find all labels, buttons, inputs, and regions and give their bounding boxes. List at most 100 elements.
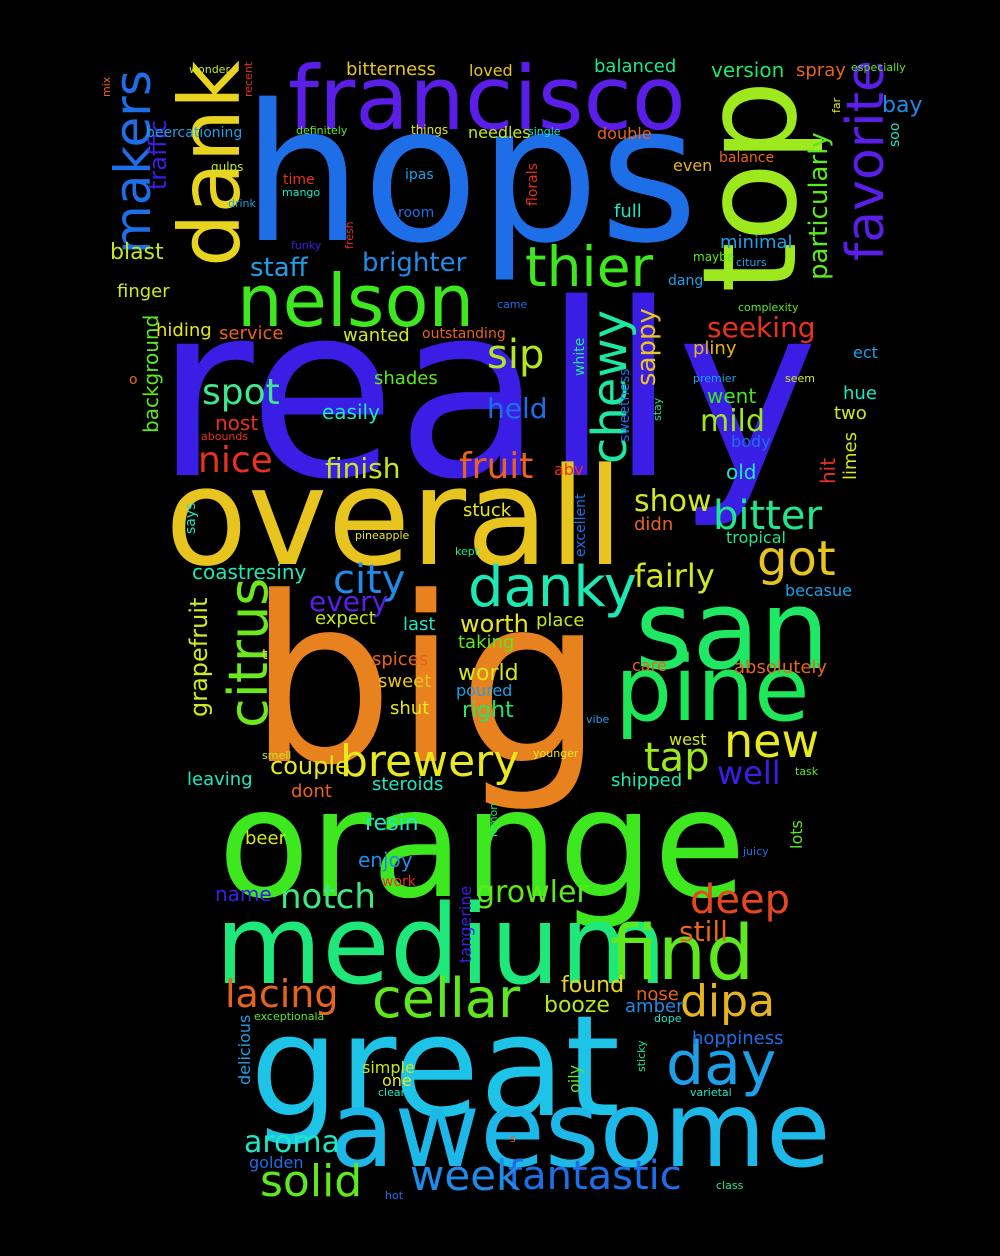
word-definitely: definitely [296, 124, 348, 137]
word-name: name [215, 882, 272, 906]
word-mango: mango [282, 186, 321, 199]
word-spot: spot [202, 372, 280, 413]
word-went: went [707, 384, 757, 408]
word-hops: hops [242, 64, 699, 285]
word-leaving: leaving [187, 769, 253, 790]
word-complexity: complexity [738, 301, 799, 314]
word-version: version [711, 58, 785, 82]
word-easily: easily [322, 400, 380, 424]
word-lacing: lacing [225, 972, 339, 1016]
word-poured: poured [456, 681, 513, 700]
word-finger: finger [117, 281, 170, 302]
word-beercationing: beercationing [146, 125, 243, 141]
word-minimal: minimal [720, 232, 793, 253]
word-says: says [183, 502, 199, 534]
word-nice: nice [198, 440, 273, 481]
word-two: two [834, 403, 867, 424]
word-florals: florals [525, 163, 541, 206]
word-shut: shut [390, 698, 430, 719]
word-resin: resin [365, 811, 419, 836]
word-task: task [795, 765, 819, 778]
word-full: full [614, 201, 642, 222]
word-taking: taking [458, 632, 515, 653]
word-blast: blast [110, 240, 164, 265]
word-tap: tap [644, 735, 710, 781]
word-single: single [528, 125, 561, 138]
word-class: class [716, 1179, 744, 1192]
word-show: show [634, 484, 712, 519]
word-abv: abv [554, 460, 584, 479]
word-found: found [561, 973, 625, 998]
word-juicy: juicy [743, 845, 769, 858]
word-couple: couple [270, 752, 350, 780]
word-well: well [717, 754, 781, 792]
word-spices: spices [372, 649, 429, 670]
word-oily: oily [565, 1064, 584, 1093]
word-city: city [333, 557, 406, 603]
word-mix: mix [100, 76, 113, 97]
word-deep: deep [690, 877, 790, 923]
word-excellent: excellent [573, 493, 589, 557]
word-delicious: delicious [235, 1014, 254, 1085]
word-mild: mild [700, 404, 765, 439]
word-right: right [462, 698, 514, 723]
word-sip: sip [487, 332, 545, 378]
word-place: place [536, 610, 585, 631]
word-brighter: brighter [362, 248, 467, 278]
word-bitter: bitter [713, 493, 822, 539]
word-great: great [250, 986, 621, 1149]
word-hoppiness: hoppiness [692, 1028, 784, 1049]
word-dope: dope [654, 1012, 682, 1025]
word-stuck: stuck [463, 500, 512, 521]
word-still: still [679, 915, 728, 948]
word-bay: bay [882, 93, 923, 118]
word-nelson: nelson [237, 259, 475, 343]
word-fruit: fruit [459, 446, 534, 487]
word-dipa: dipa [680, 976, 776, 1027]
word-fairly: fairly [634, 557, 715, 595]
word-finish: finish [325, 452, 401, 485]
word-dont: dont [291, 781, 332, 802]
word-care: care [632, 656, 667, 675]
word-solid: solid [260, 1156, 363, 1207]
word-ipas: ipas [405, 167, 434, 183]
word-time: time [283, 172, 315, 188]
word-wanted: wanted [343, 325, 410, 346]
word-awesome: awesome [330, 1069, 831, 1191]
word-things: things [411, 123, 449, 137]
word-simple: simple [362, 1058, 415, 1077]
word-abounds: abounds [201, 430, 249, 443]
word-pliny: pliny [693, 338, 737, 359]
word-double: double [597, 124, 652, 143]
word-seeking: seeking [707, 311, 816, 344]
word-drink: drink [228, 197, 256, 210]
word-growler: growler [476, 875, 589, 910]
word-francisco: francisco [288, 47, 686, 150]
word-younger: younger [533, 747, 579, 760]
word-maybe: maybe [693, 250, 735, 264]
word-recent: recent [242, 61, 255, 97]
word-tropical: tropical [726, 528, 786, 547]
word-spray: spray [796, 60, 846, 81]
word-lots: lots [787, 820, 806, 849]
word-dang: dang [668, 273, 704, 289]
word-sweet: sweet [378, 671, 432, 692]
word-find: find [610, 908, 755, 997]
word-particularly: particularly [804, 132, 834, 280]
word-shipped: shipped [611, 770, 683, 791]
word-body: body [731, 432, 771, 451]
word-enjoy: enjoy [358, 848, 413, 872]
word-new: new [724, 714, 820, 768]
word-s: s [510, 1132, 516, 1145]
word-balance: balance [719, 150, 775, 166]
word-especially: especially [851, 61, 906, 74]
word-thier: thier [525, 235, 654, 299]
word-staff: staff [250, 253, 308, 283]
word-booze: booze [544, 993, 610, 1018]
word-outstanding: outstanding [422, 326, 506, 342]
word-lemon: lemon [487, 802, 500, 837]
word-o: o [129, 372, 138, 388]
word-one: one [382, 1071, 412, 1090]
word-wonder: wonder [189, 63, 230, 76]
